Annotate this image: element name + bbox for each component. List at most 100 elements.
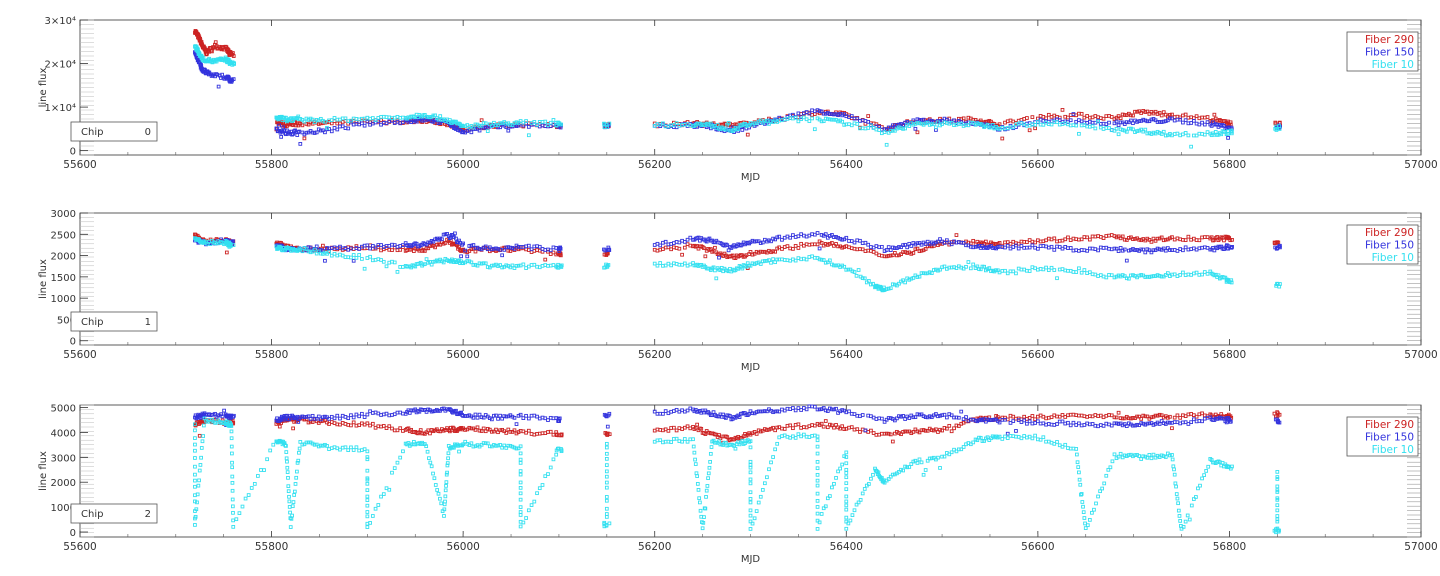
- data-point: [869, 123, 873, 128]
- data-point: [524, 413, 528, 418]
- data-point: [700, 526, 705, 531]
- data-point: [1104, 275, 1109, 280]
- data-point: [304, 122, 309, 126]
- data-point: [823, 260, 828, 265]
- data-point: [370, 421, 375, 426]
- data-point: [866, 114, 871, 118]
- data-point: [604, 441, 609, 446]
- data-point: [262, 468, 266, 472]
- data-point: [465, 254, 470, 259]
- data-point: [365, 421, 370, 426]
- data-point: [903, 417, 907, 421]
- data-point: [959, 409, 964, 414]
- legend-frame: [1346, 224, 1419, 265]
- data-point: [351, 253, 356, 257]
- data-point: [514, 422, 519, 426]
- data-point: [713, 268, 717, 273]
- data-point: [535, 414, 539, 419]
- data-point: [1014, 243, 1018, 248]
- data-point: [1088, 270, 1092, 275]
- data-point: [771, 455, 775, 459]
- data-point: [516, 121, 521, 125]
- data-point: [1137, 414, 1141, 419]
- data-point: [1197, 122, 1202, 127]
- data-point: [1122, 274, 1127, 279]
- data-point: [492, 413, 496, 418]
- data-point: [748, 470, 753, 475]
- data-point: [395, 428, 400, 433]
- data-point: [880, 416, 884, 421]
- data-point: [1168, 113, 1172, 117]
- data-point: [249, 486, 254, 490]
- data-point: [1008, 241, 1013, 246]
- data-point: [1022, 414, 1027, 419]
- data-point: [518, 457, 523, 462]
- data-point: [1088, 237, 1092, 242]
- data-point: [1114, 126, 1119, 131]
- data-point: [229, 444, 234, 449]
- data-point: [459, 254, 463, 259]
- data-point: [479, 123, 484, 128]
- data-point: [1272, 411, 1277, 416]
- data-point: [438, 114, 443, 118]
- data-point: [485, 426, 490, 431]
- data-point: [949, 429, 954, 434]
- data-point: [682, 437, 687, 441]
- data-point: [810, 116, 814, 121]
- legend-entry: Fiber 150: [1365, 47, 1414, 59]
- data-point: [982, 264, 986, 269]
- data-point: [479, 118, 484, 123]
- data-point: [443, 494, 448, 499]
- data-point: [504, 245, 509, 250]
- data-point: [680, 439, 684, 444]
- data-point: [231, 77, 236, 81]
- x-tick-label: 55600: [63, 349, 96, 361]
- x-tick-label: 56400: [830, 541, 863, 553]
- data-point: [1200, 120, 1204, 125]
- data-point: [771, 249, 775, 254]
- data-point: [834, 235, 838, 239]
- data-point: [658, 243, 663, 248]
- data-point: [306, 440, 311, 445]
- data-point: [752, 430, 757, 434]
- data-point: [1189, 121, 1193, 125]
- data-point: [919, 460, 924, 465]
- data-point: [443, 488, 448, 493]
- data-point: [925, 239, 930, 244]
- data-point: [849, 425, 854, 429]
- data-point: [693, 426, 698, 430]
- data-point: [360, 121, 364, 126]
- data-point: [310, 249, 315, 254]
- data-point: [1016, 418, 1021, 423]
- data-point: [899, 126, 903, 130]
- data-point: [604, 495, 609, 499]
- data-point: [351, 415, 356, 420]
- data-point: [823, 408, 828, 413]
- x-tick-label: 56400: [830, 349, 863, 361]
- data-point: [927, 123, 932, 127]
- data-point: [796, 119, 801, 124]
- data-point: [815, 478, 820, 483]
- data-point: [840, 237, 845, 242]
- data-point: [1114, 246, 1119, 251]
- data-point: [830, 407, 834, 412]
- data-point: [815, 438, 820, 443]
- data-point: [825, 260, 830, 265]
- data-point: [704, 495, 708, 499]
- data-point: [1079, 111, 1084, 116]
- data-point: [834, 406, 838, 411]
- data-point: [1109, 115, 1114, 119]
- data-point: [1135, 422, 1139, 427]
- data-point: [354, 244, 359, 248]
- data-point: [756, 409, 761, 414]
- data-point: [925, 244, 930, 249]
- data-point: [1139, 417, 1144, 421]
- data-point: [763, 259, 767, 263]
- x-tick-label: 56200: [638, 349, 671, 361]
- data-point: [773, 409, 777, 414]
- data-point: [1118, 116, 1123, 121]
- y-tick-label: 0: [70, 337, 76, 348]
- data-point: [932, 120, 936, 124]
- data-point: [1116, 123, 1121, 128]
- data-point: [230, 460, 234, 465]
